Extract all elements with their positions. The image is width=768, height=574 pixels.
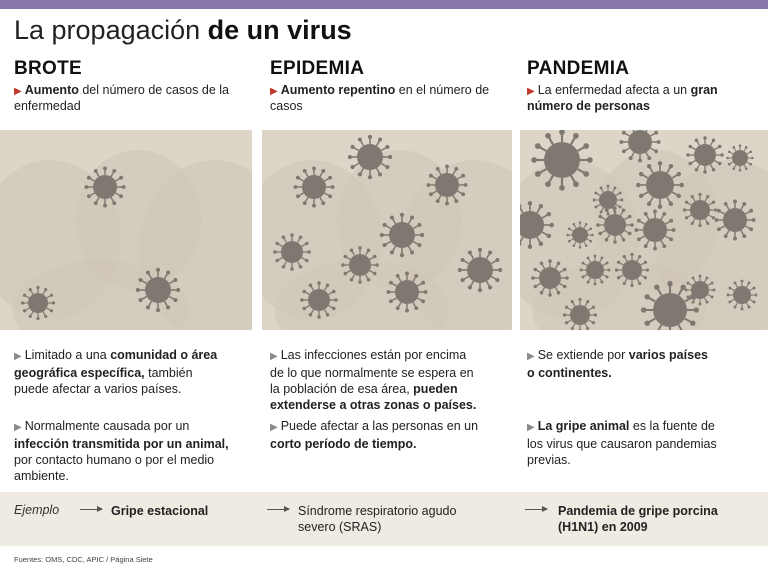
- intro-rest: en el número de casos: [270, 83, 490, 113]
- virus-icon: [636, 161, 684, 209]
- virus-icon: [386, 271, 428, 313]
- virus-icon: [634, 209, 676, 251]
- triangle-bullet-icon: ▶: [527, 351, 535, 362]
- triangle-bullet-icon: ▶: [14, 351, 22, 362]
- intro-epidemia: ▶ Aumento repentino en el número de casos: [270, 83, 515, 114]
- intro-bold: gran número de personas: [527, 83, 718, 113]
- virus-icon: [531, 130, 593, 191]
- bullet-brote-1: ▶ Limitado a una comunidad o área geográf…: [14, 348, 218, 396]
- example-brote: Gripe estacional: [111, 504, 209, 518]
- virus-icon: [457, 247, 503, 293]
- triangle-marker-icon: ▶: [270, 86, 278, 97]
- virus-icon: [714, 199, 756, 241]
- example-pandemia: Pandemia de gripe porcina (H1N1) en 2009: [558, 504, 718, 534]
- arrow-right-icon: [80, 506, 103, 512]
- heading-epidemia: EPIDEMIA: [270, 58, 365, 79]
- virus-icon: [293, 166, 335, 208]
- virus-icon: [531, 259, 569, 297]
- intro-bold: Aumento: [24, 83, 79, 97]
- bullet-pandemia-1: ▶ Se extiende por varios países o contine…: [527, 348, 708, 380]
- virus-icon: [300, 281, 338, 319]
- virus-icon: [684, 274, 716, 306]
- bullet-brote-2: ▶ Normalmente causada por un infección tr…: [14, 419, 229, 483]
- example-epidemia: Síndrome respiratorio agudo severo (SRAS…: [298, 504, 457, 534]
- virus-icon: [596, 206, 634, 244]
- crowd-backdrop: [0, 150, 252, 330]
- arrow-right-icon: [525, 506, 548, 512]
- intro-bold: Aumento repentino: [280, 83, 396, 97]
- virus-icon: [20, 285, 56, 321]
- virus-icon: [426, 164, 468, 206]
- triangle-bullet-icon: ▶: [270, 422, 278, 433]
- intro-brote: ▶ Aumento del número de casos de la enfer…: [14, 83, 259, 114]
- title-bold: de un virus: [207, 15, 352, 45]
- image-panel-pandemia: [520, 130, 768, 330]
- triangle-bullet-icon: ▶: [270, 351, 278, 362]
- example-band: [0, 492, 768, 546]
- bullet-pandemia-2: ▶ La gripe animal es la fuente de los vir…: [527, 419, 717, 467]
- virus-icon: [347, 134, 393, 180]
- triangle-marker-icon: ▶: [527, 86, 535, 97]
- intro-pandemia: ▶ La enfermedad afecta a un gran número d…: [527, 83, 757, 114]
- virus-icon: [726, 144, 754, 172]
- virus-icon: [84, 166, 126, 208]
- virus-icon: [619, 130, 661, 163]
- virus-icon: [520, 201, 554, 249]
- virus-icon: [379, 212, 425, 258]
- virus-icon: [273, 233, 311, 271]
- virus-illustration-epidemia: [262, 134, 512, 330]
- arrow-right-icon: [267, 506, 290, 512]
- triangle-marker-icon: ▶: [14, 86, 22, 97]
- title-regular: La propagación: [14, 15, 201, 45]
- triangle-bullet-icon: ▶: [14, 422, 22, 433]
- example-label: Ejemplo: [14, 503, 60, 517]
- virus-icon: [614, 252, 650, 288]
- image-panel-epidemia: [262, 130, 512, 330]
- virus-illustration-pandemia: [520, 130, 768, 330]
- bullet-epidemia-2: ▶ Puede afectar a las personas en un cort…: [270, 419, 479, 451]
- intro-rest: del número de casos de la enfermedad: [14, 83, 229, 113]
- triangle-bullet-icon: ▶: [527, 422, 535, 433]
- virus-icon: [579, 254, 611, 286]
- virus-illustration-brote: [0, 150, 252, 330]
- virus-icon: [640, 280, 700, 330]
- image-panel-brote: [0, 130, 252, 330]
- heading-brote: BROTE: [14, 58, 82, 79]
- virus-icon: [341, 246, 379, 284]
- virus-icon: [682, 192, 718, 228]
- heading-pandemia: PANDEMIA: [527, 58, 630, 79]
- column-brote: BROTE ▶ Aumento del número de casos de la…: [14, 58, 259, 114]
- virus-icon: [135, 267, 181, 313]
- virus-icon: [726, 279, 758, 311]
- virus-icon: [566, 221, 594, 249]
- top-accent-bar: [0, 0, 768, 9]
- column-pandemia: PANDEMIA ▶ La enfermedad afecta a un gran…: [527, 58, 757, 114]
- virus-icon: [592, 184, 624, 216]
- page-title: La propagación de un virus: [14, 14, 352, 46]
- intro-pre: La enfermedad afecta a un: [537, 83, 691, 97]
- virus-icon: [562, 297, 598, 330]
- column-epidemia: EPIDEMIA ▶ Aumento repentino en el número…: [270, 58, 515, 114]
- virus-icon: [686, 136, 724, 174]
- sources-note: Fuentes: OMS, CDC, APIC / Página Siete: [14, 555, 153, 564]
- bullet-epidemia-1: ▶ Las infecciones están por encima de lo …: [270, 348, 477, 412]
